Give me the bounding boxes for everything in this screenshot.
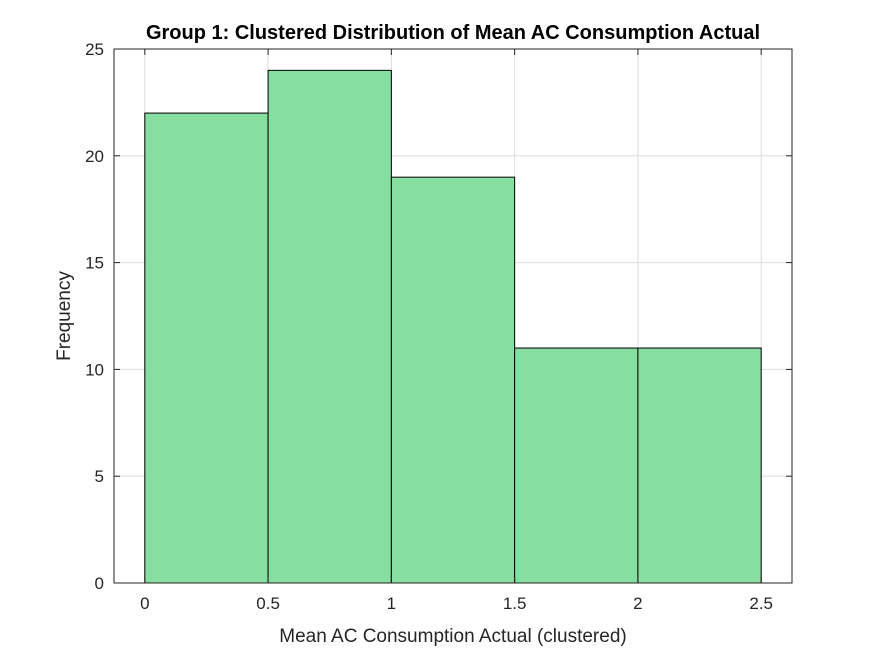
x-tick-label: 1 bbox=[387, 594, 396, 613]
histogram-bars bbox=[144, 69, 762, 584]
x-axis-label: Mean AC Consumption Actual (clustered) bbox=[279, 626, 626, 647]
histogram-bar bbox=[144, 112, 269, 584]
histogram-bar bbox=[267, 69, 392, 584]
histogram-bar bbox=[514, 347, 639, 584]
y-axis-label: Frequency bbox=[54, 271, 75, 361]
axes-box bbox=[113, 48, 793, 584]
y-tick-label: 5 bbox=[95, 467, 104, 486]
histogram-bar bbox=[390, 176, 516, 584]
x-tick-label: 2.5 bbox=[749, 594, 773, 613]
y-tick-label: 25 bbox=[85, 40, 104, 59]
histogram-bar bbox=[637, 347, 762, 584]
x-tick-label: 0.5 bbox=[256, 594, 280, 613]
chart-title: Group 1: Clustered Distribution of Mean … bbox=[146, 22, 760, 44]
y-tick-label: 15 bbox=[85, 254, 104, 273]
y-tick-label: 10 bbox=[85, 360, 104, 379]
y-tick-label: 20 bbox=[85, 147, 104, 166]
y-tick-label: 0 bbox=[95, 574, 104, 593]
x-tick-label: 0 bbox=[140, 594, 149, 613]
x-tick-label: 1.5 bbox=[503, 594, 527, 613]
x-tick-label: 2 bbox=[633, 594, 642, 613]
axis-ticks: 0 0.5 1 1.5 2 2.5 0 5 10 15 20 25 bbox=[85, 40, 792, 613]
